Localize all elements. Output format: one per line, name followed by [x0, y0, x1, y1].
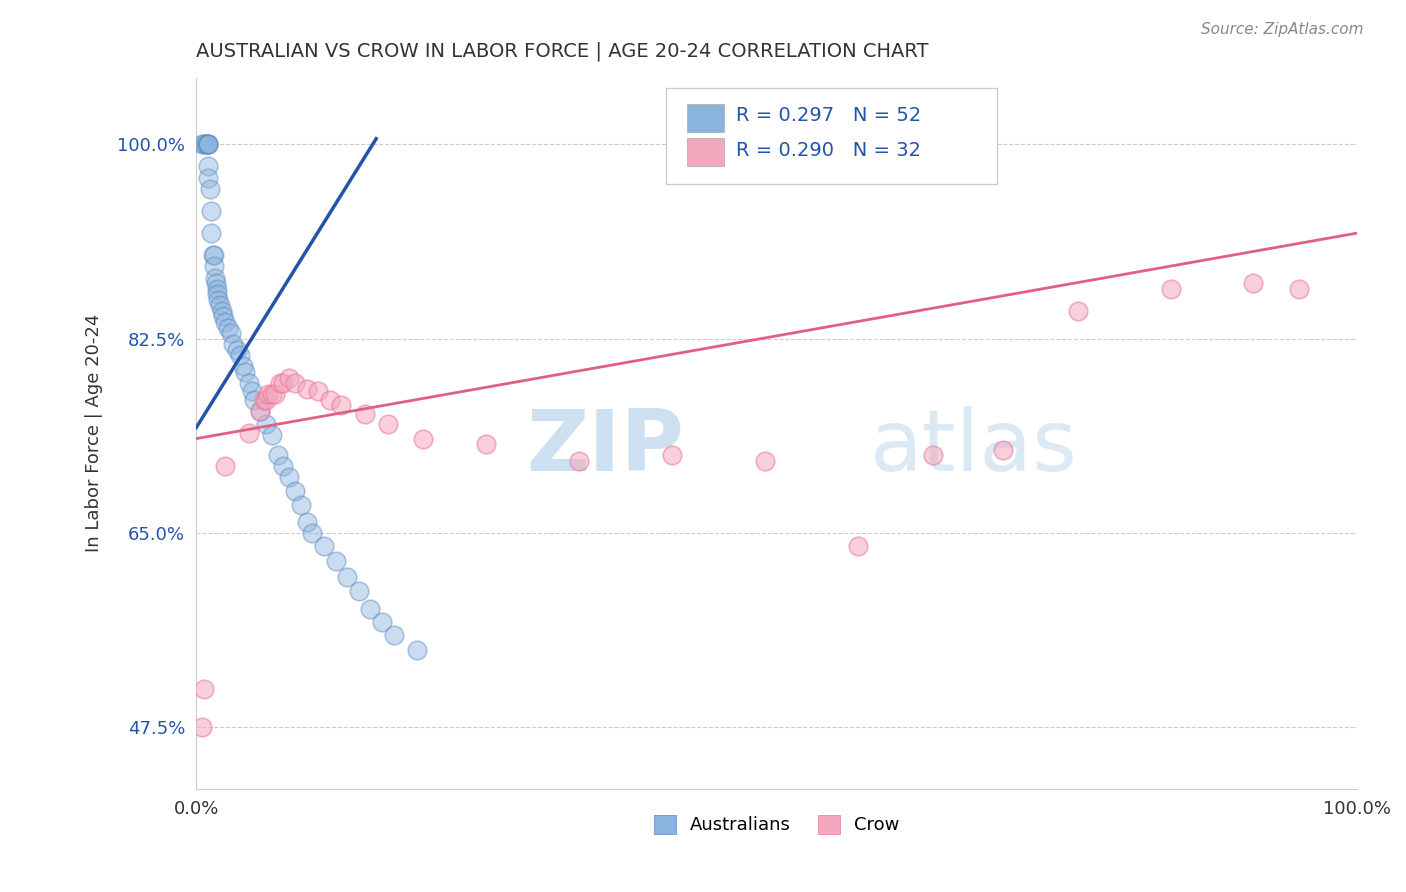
- Point: [211, 304, 233, 318]
- Point: [252, 392, 274, 407]
- Point: [254, 417, 277, 432]
- Point: [336, 570, 359, 584]
- Point: [191, 137, 214, 152]
- Point: [264, 387, 287, 401]
- Point: [200, 182, 222, 196]
- Point: [371, 615, 394, 629]
- Point: [208, 298, 231, 312]
- Point: [195, 137, 218, 152]
- Point: [254, 392, 277, 407]
- Point: [1288, 282, 1310, 296]
- Point: [1067, 304, 1090, 318]
- Point: [193, 137, 215, 152]
- Point: [260, 428, 283, 442]
- Point: [204, 270, 226, 285]
- Point: [278, 470, 301, 484]
- Point: [202, 260, 225, 274]
- Point: [257, 387, 280, 401]
- Point: [295, 382, 318, 396]
- Point: [238, 376, 260, 390]
- Point: [197, 160, 219, 174]
- Point: [217, 320, 239, 334]
- Point: [295, 515, 318, 529]
- Point: [1241, 276, 1264, 290]
- Point: [205, 282, 228, 296]
- Point: [226, 343, 249, 357]
- Point: [197, 137, 219, 152]
- Text: R = 0.297   N = 52: R = 0.297 N = 52: [735, 106, 921, 125]
- Point: [312, 540, 335, 554]
- Point: [229, 348, 252, 362]
- Point: [222, 337, 245, 351]
- Point: [754, 454, 776, 468]
- Point: [214, 459, 236, 474]
- Text: atlas: atlas: [869, 406, 1077, 489]
- Point: [301, 526, 323, 541]
- Point: [330, 398, 353, 412]
- Legend: Australians, Crow: Australians, Crow: [645, 806, 908, 844]
- Point: [319, 392, 342, 407]
- Text: ZIP: ZIP: [526, 406, 683, 489]
- Point: [568, 454, 591, 468]
- Point: [269, 376, 291, 390]
- Point: [191, 721, 214, 735]
- Point: [219, 326, 242, 340]
- Point: [377, 417, 399, 432]
- FancyBboxPatch shape: [666, 88, 997, 185]
- Point: [197, 137, 219, 152]
- Point: [1160, 282, 1182, 296]
- Point: [412, 432, 434, 446]
- Point: [201, 248, 224, 262]
- Point: [212, 310, 235, 324]
- Point: [284, 376, 307, 390]
- Point: [202, 248, 225, 262]
- Point: [200, 203, 222, 218]
- Text: AUSTRALIAN VS CROW IN LABOR FORCE | AGE 20-24 CORRELATION CHART: AUSTRALIAN VS CROW IN LABOR FORCE | AGE …: [197, 42, 929, 62]
- Point: [347, 583, 370, 598]
- Point: [307, 384, 329, 398]
- Point: [194, 137, 217, 152]
- Text: R = 0.290   N = 32: R = 0.290 N = 32: [735, 141, 921, 160]
- Point: [243, 392, 266, 407]
- Point: [353, 407, 375, 421]
- Point: [197, 170, 219, 185]
- Point: [475, 437, 498, 451]
- Point: [249, 404, 271, 418]
- Point: [382, 628, 405, 642]
- FancyBboxPatch shape: [688, 103, 724, 132]
- Point: [661, 448, 683, 462]
- Y-axis label: In Labor Force | Age 20-24: In Labor Force | Age 20-24: [86, 314, 103, 552]
- Point: [273, 459, 295, 474]
- Point: [205, 287, 228, 301]
- Point: [214, 315, 236, 329]
- Point: [249, 404, 271, 418]
- Point: [266, 448, 288, 462]
- Point: [922, 448, 945, 462]
- Point: [232, 359, 254, 374]
- Point: [991, 442, 1014, 457]
- FancyBboxPatch shape: [688, 138, 724, 167]
- Point: [260, 387, 283, 401]
- Point: [238, 425, 260, 440]
- Point: [240, 384, 263, 398]
- Point: [846, 540, 869, 554]
- Point: [325, 554, 347, 568]
- Point: [193, 681, 215, 696]
- Point: [405, 642, 427, 657]
- Point: [197, 137, 219, 152]
- Point: [207, 293, 229, 307]
- Point: [273, 376, 295, 390]
- Point: [278, 370, 301, 384]
- Text: Source: ZipAtlas.com: Source: ZipAtlas.com: [1201, 22, 1364, 37]
- Point: [359, 601, 381, 615]
- Point: [233, 365, 256, 379]
- Point: [205, 276, 228, 290]
- Point: [200, 226, 222, 240]
- Point: [284, 483, 307, 498]
- Point: [290, 498, 312, 512]
